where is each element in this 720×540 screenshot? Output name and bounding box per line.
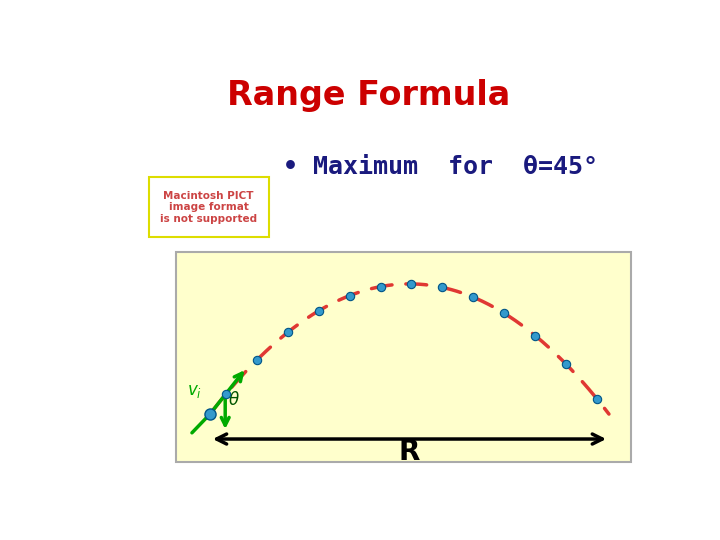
Text: • Maximum  for  θ=45°: • Maximum for θ=45° [282,154,598,179]
Text: Macintosh PICT
image format
is not supported: Macintosh PICT image format is not suppo… [160,191,257,224]
Bar [176,252,631,462]
Text: $\theta$: $\theta$ [228,391,240,409]
Bar [148,177,269,238]
Text: Range Formula: Range Formula [228,79,510,112]
Text: R: R [399,438,420,467]
Text: $v_i$: $v_i$ [186,382,202,400]
